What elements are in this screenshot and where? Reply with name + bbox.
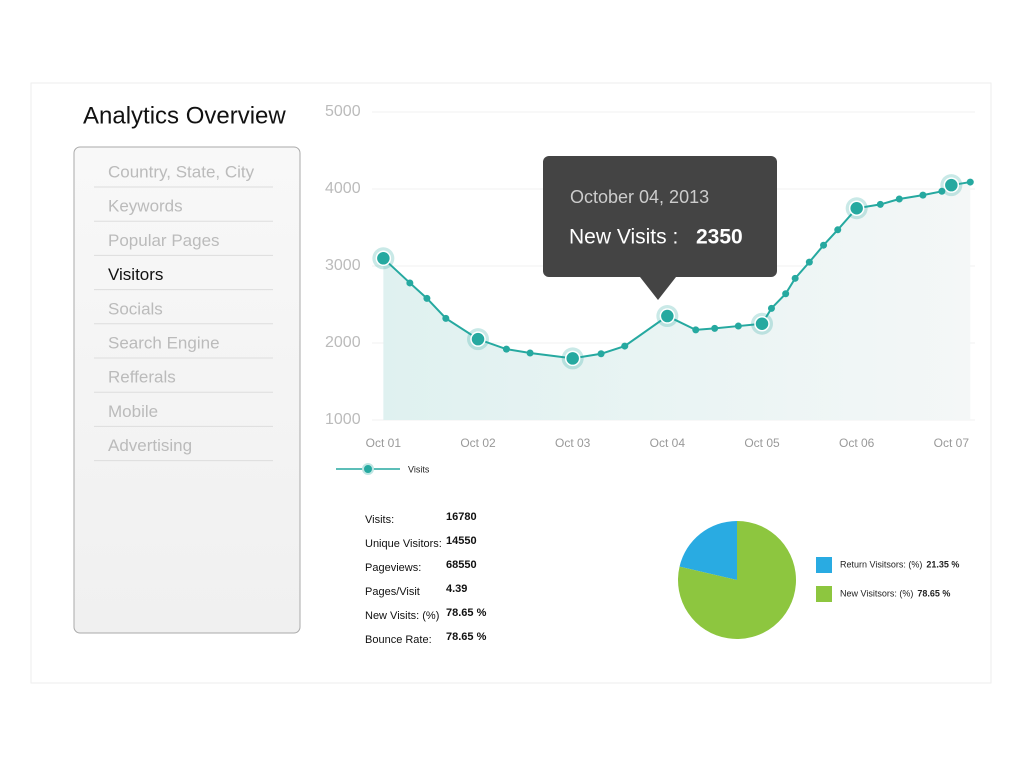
- point: [938, 187, 946, 195]
- menu-item[interactable]: Keywords: [108, 197, 183, 216]
- point-major[interactable]: [754, 316, 770, 332]
- line: [382, 181, 971, 360]
- point-major[interactable]: [943, 177, 960, 193]
- point: [621, 342, 629, 350]
- point: [692, 326, 700, 334]
- pie-value-label: 21.35 %: [926, 559, 959, 569]
- stat-value: 14550: [446, 535, 477, 547]
- pie-value-label: 78.65 %: [917, 588, 950, 598]
- point: [791, 274, 799, 282]
- stat-label: New Visits: (%): [365, 610, 439, 622]
- y-tick-label: 4000: [325, 180, 361, 197]
- tooltip-value: 2350: [696, 226, 743, 249]
- x-tick-label: Oct 01: [366, 436, 402, 450]
- area: [383, 182, 971, 420]
- x-tick-label: Oct 02: [460, 436, 496, 450]
- point: [711, 324, 719, 332]
- tooltip-arrow: [640, 277, 676, 300]
- tooltip-box: [543, 156, 777, 277]
- legend-swatch: [816, 586, 832, 602]
- stat-value: 16780: [446, 511, 477, 523]
- stat-value: 4.39: [446, 583, 467, 595]
- y-tick-label: 2000: [325, 334, 361, 351]
- tooltip-label: New Visits :: [569, 226, 678, 249]
- point: [442, 314, 450, 322]
- point: [834, 226, 842, 234]
- point: [966, 178, 974, 186]
- x-tick-label: Oct 05: [744, 436, 780, 450]
- page-title: Analytics Overview: [83, 102, 286, 129]
- point: [820, 241, 828, 249]
- stat-label: Bounce Rate:: [365, 634, 432, 646]
- x-tick-label: Oct 03: [555, 436, 591, 450]
- x-tick-label: Oct 04: [650, 436, 686, 450]
- point: [597, 350, 605, 358]
- menu-item[interactable]: Country, State, City: [108, 162, 255, 181]
- point: [782, 290, 790, 298]
- point: [734, 322, 742, 330]
- menu-item[interactable]: Advertising: [108, 436, 192, 455]
- point-major[interactable]: [659, 308, 676, 324]
- point-major[interactable]: [564, 350, 581, 367]
- tooltip: October 04, 2013 New Visits : 2350: [543, 156, 777, 300]
- point: [502, 345, 510, 353]
- menu-item[interactable]: Refferals: [108, 368, 176, 387]
- stat-label: Unique Visitors:: [365, 538, 442, 550]
- menu-item[interactable]: Search Engine: [108, 333, 220, 352]
- stat-label: Pages/Visit: [365, 586, 420, 598]
- stat-label: Visits:: [365, 514, 394, 526]
- x-tick-label: Oct 06: [839, 436, 875, 450]
- menu-item[interactable]: Socials: [108, 299, 163, 318]
- tooltip-date: October 04, 2013: [570, 187, 709, 207]
- stat-value: 78.65 %: [446, 631, 487, 643]
- pie-legend-label: Return Visitsors: (%): [840, 559, 922, 569]
- pie-legend-label: New Visitsors: (%): [840, 588, 913, 598]
- point: [895, 195, 903, 203]
- point: [423, 294, 431, 302]
- stat-label: Pageviews:: [365, 562, 421, 574]
- legend-marker: [362, 463, 374, 475]
- point: [406, 279, 414, 287]
- menu-item[interactable]: Popular Pages: [108, 231, 220, 250]
- point-major[interactable]: [375, 250, 392, 267]
- stat-value: 78.65 %: [446, 607, 487, 619]
- legend-label: Visits: [408, 464, 430, 474]
- legend-swatch: [816, 557, 832, 573]
- y-tick-label: 3000: [325, 257, 361, 274]
- point: [767, 304, 775, 312]
- point-major[interactable]: [470, 331, 486, 347]
- y-tick-label: 1000: [325, 411, 361, 428]
- pie-slice: [679, 521, 737, 580]
- stat-value: 68550: [446, 559, 477, 571]
- menu-item[interactable]: Visitors: [108, 265, 163, 284]
- menu-item[interactable]: Mobile: [108, 402, 158, 421]
- x-tick-label: Oct 07: [934, 436, 970, 450]
- point: [805, 258, 813, 266]
- point: [876, 200, 884, 208]
- point: [919, 191, 927, 199]
- point-major[interactable]: [848, 200, 865, 216]
- point: [526, 349, 534, 357]
- sidebar: [73, 146, 301, 634]
- y-tick-label: 5000: [325, 103, 361, 120]
- pie-slice: [678, 521, 797, 639]
